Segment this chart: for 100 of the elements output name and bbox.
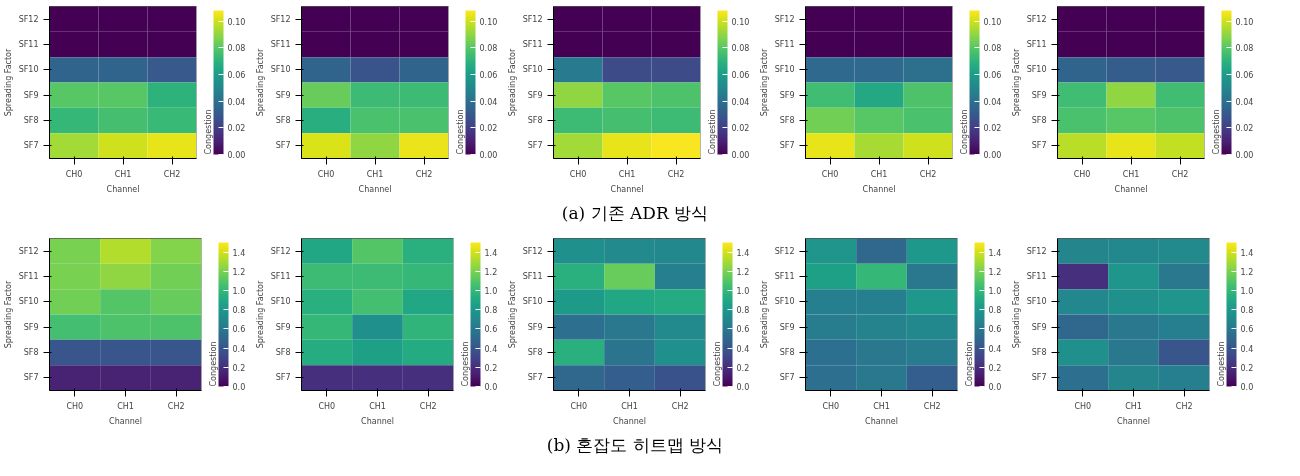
color-bar-label: 1.2: [736, 267, 750, 277]
y-axis-title: Spreading Factor: [255, 48, 265, 117]
y-tick-label: SF11: [522, 272, 543, 281]
y-tick-label: SF9: [275, 322, 291, 332]
color-bar-label: 0.0: [1240, 383, 1254, 392]
y-tick-label: SF7: [275, 141, 291, 151]
y-tick-label: SF11: [18, 40, 39, 49]
x-axis-title: Channel: [610, 184, 644, 194]
color-bar-label: 0.06: [983, 71, 1002, 80]
y-tick-label: SF10: [1026, 297, 1047, 307]
color-bar-title: Congestion: [959, 109, 969, 155]
x-tick-label: CH2: [671, 401, 689, 411]
y-axis-title: Spreading Factor: [507, 280, 517, 349]
y-tick-label: SF9: [23, 322, 39, 332]
x-axis-title: Channel: [358, 184, 392, 194]
color-bar-label: 1.4: [1240, 248, 1254, 258]
color-bar-label: 0.8: [232, 306, 246, 316]
color-bar-label: 0.4: [232, 344, 246, 354]
x-tick-label: CH1: [873, 401, 890, 411]
color-bar-label: 1.4: [988, 248, 1002, 258]
y-tick-label: SF7: [275, 373, 291, 383]
text: (b) 혼잡도 히트맵 방식: [546, 434, 724, 457]
y-tick-label: SF10: [270, 65, 291, 75]
color-bar-title: Congestion: [964, 341, 974, 387]
x-axis-title: Channel: [1117, 416, 1150, 426]
y-tick-label: SF12: [270, 14, 291, 24]
y-tick-label: SF11: [1026, 40, 1047, 49]
color-bar-label: 1.0: [736, 287, 750, 296]
y-tick-label: SF11: [1026, 272, 1047, 281]
y-axis-title: Spreading Factor: [759, 48, 769, 117]
y-tick-label: SF11: [270, 40, 291, 49]
y-tick-label: SF12: [18, 246, 39, 256]
color-bar-label: 0.10: [731, 17, 750, 27]
y-tick-label: SF10: [522, 65, 543, 75]
x-tick-label: CH0: [65, 169, 83, 179]
x-tick-label: CH2: [1175, 401, 1193, 411]
color-bar-label: 0.08: [227, 44, 246, 54]
y-tick-label: SF12: [522, 14, 543, 24]
y-tick-label: SF11: [774, 272, 795, 281]
color-bar-label: 0.4: [484, 344, 498, 354]
y-tick-label: SF8: [23, 116, 39, 125]
color-bar-label: 0.2: [736, 363, 750, 373]
y-tick-label: SF8: [1031, 116, 1047, 125]
y-tick-label: SF8: [275, 116, 291, 125]
y-tick-label: SF10: [18, 65, 39, 75]
color-bar-label: 0.08: [1235, 44, 1254, 54]
color-bar-label: 0.04: [1235, 97, 1254, 107]
y-tick-label: SF11: [18, 272, 39, 281]
color-bar-label: 0.08: [983, 44, 1002, 54]
y-axis-title: Spreading Factor: [1011, 48, 1021, 117]
color-bar-label: 0.8: [988, 306, 1002, 316]
color-bar-label: 0.0: [484, 383, 498, 392]
color-bar-label: 0.0: [988, 383, 1002, 392]
color-bar-label: 0.04: [479, 97, 498, 107]
color-bar-label: 0.06: [479, 71, 498, 80]
y-tick-label: SF11: [522, 40, 543, 49]
y-tick-label: SF7: [23, 373, 39, 383]
x-tick-label: CH1: [618, 169, 636, 179]
color-bar-label: 1.2: [484, 267, 498, 277]
y-axis-title: Spreading Factor: [3, 280, 13, 349]
y-axis-title: Spreading Factor: [507, 48, 517, 117]
y-tick-label: SF7: [779, 373, 795, 383]
color-bar-label: 0.02: [479, 124, 498, 134]
y-tick-label: SF7: [1031, 373, 1047, 383]
color-bar-title: Congestion: [203, 109, 213, 155]
x-tick-label: CH0: [822, 401, 840, 411]
color-bar-label: 1.4: [736, 248, 750, 258]
color-bar-label: 0.00: [479, 151, 498, 160]
color-bar-title: Congestion: [460, 341, 470, 387]
color-bar-label: 0.8: [484, 306, 498, 316]
x-tick-label: CH2: [419, 401, 437, 411]
y-tick-label: SF8: [1031, 348, 1047, 357]
color-bar-label: 0.6: [988, 325, 1002, 335]
color-bar-label: 0.06: [227, 71, 246, 80]
y-axis-title: Spreading Factor: [1011, 280, 1021, 349]
color-bar-label: 0.6: [484, 325, 498, 335]
y-tick-label: SF12: [774, 246, 795, 256]
x-tick-label: CH0: [318, 401, 336, 411]
x-tick-label: CH0: [1073, 169, 1091, 179]
y-tick-label: SF9: [527, 322, 543, 332]
y-tick-label: SF11: [774, 40, 795, 49]
y-axis-title: Spreading Factor: [255, 280, 265, 349]
color-bar-label: 0.6: [1240, 325, 1254, 335]
color-bar-label: 1.0: [1240, 287, 1254, 296]
y-tick-label: SF7: [779, 141, 795, 151]
x-tick-label: CH0: [66, 401, 84, 411]
color-bar-label: 0.00: [731, 151, 750, 160]
y-tick-label: SF8: [779, 116, 795, 125]
y-tick-label: SF12: [270, 246, 291, 256]
color-bar-title: Congestion: [1216, 341, 1226, 387]
y-tick-label: SF8: [275, 348, 291, 357]
color-bar-label: 0.02: [731, 124, 750, 134]
y-tick-label: SF9: [275, 90, 291, 100]
color-bar-title: Congestion: [1211, 109, 1221, 155]
y-tick-label: SF9: [1031, 90, 1047, 100]
color-bar-title: Congestion: [455, 109, 465, 155]
x-axis-title: Channel: [1114, 184, 1148, 194]
y-tick-label: SF9: [23, 90, 39, 100]
x-axis-title: Channel: [865, 416, 898, 426]
color-bar-label: 1.2: [988, 267, 1002, 277]
